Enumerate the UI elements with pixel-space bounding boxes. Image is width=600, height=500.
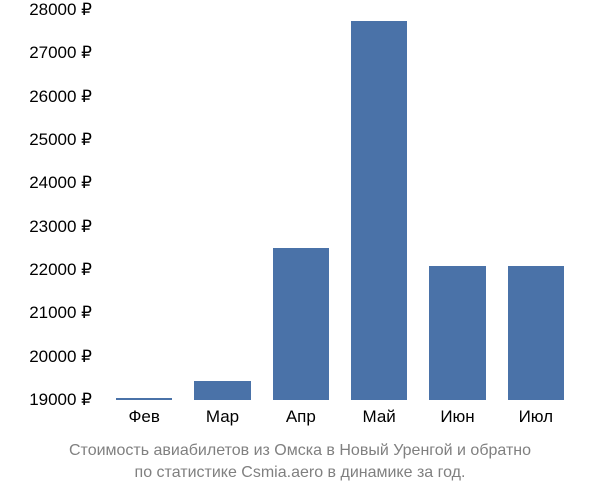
caption-line-1: Стоимость авиабилетов из Омска в Новый У… [69,442,531,459]
y-tick-label: 20000 ₽ [29,347,92,367]
x-axis: Фев Мар Апр Май Июн Июл [105,405,575,435]
bar [194,381,250,401]
bar [429,266,485,400]
y-tick-label: 26000 ₽ [29,87,92,107]
y-tick-label: 22000 ₽ [29,260,92,280]
y-tick-label: 28000 ₽ [29,0,92,20]
y-tick-label: 23000 ₽ [29,217,92,237]
y-axis: 19000 ₽20000 ₽21000 ₽22000 ₽23000 ₽24000… [0,10,100,400]
x-tick-label: Июл [519,407,554,427]
y-tick-label: 19000 ₽ [29,390,92,410]
x-tick-label: Апр [286,407,316,427]
x-tick-label: Июн [440,407,474,427]
y-tick-label: 21000 ₽ [29,303,92,323]
bar [116,398,172,400]
chart-caption: Стоимость авиабилетов из Омска в Новый У… [0,440,600,485]
price-chart: 19000 ₽ 20000 ₽ 21000 ₽ 22000 ₽ 23000 ₽ 24000… [0,0,600,500]
x-tick-label: Фев [128,407,159,427]
y-tick-label: 25000 ₽ [29,130,92,150]
bar [508,266,564,400]
y-tick-label: 24000 ₽ [29,173,92,193]
plot-area [105,10,575,400]
bar [351,21,407,400]
caption-line-2: по статистике Csmia.aero в динамике за г… [135,464,466,481]
y-tick-label: 27000 ₽ [29,43,92,63]
x-tick-label: Мар [206,407,239,427]
x-tick-label: Май [363,407,396,427]
bar [273,248,329,400]
